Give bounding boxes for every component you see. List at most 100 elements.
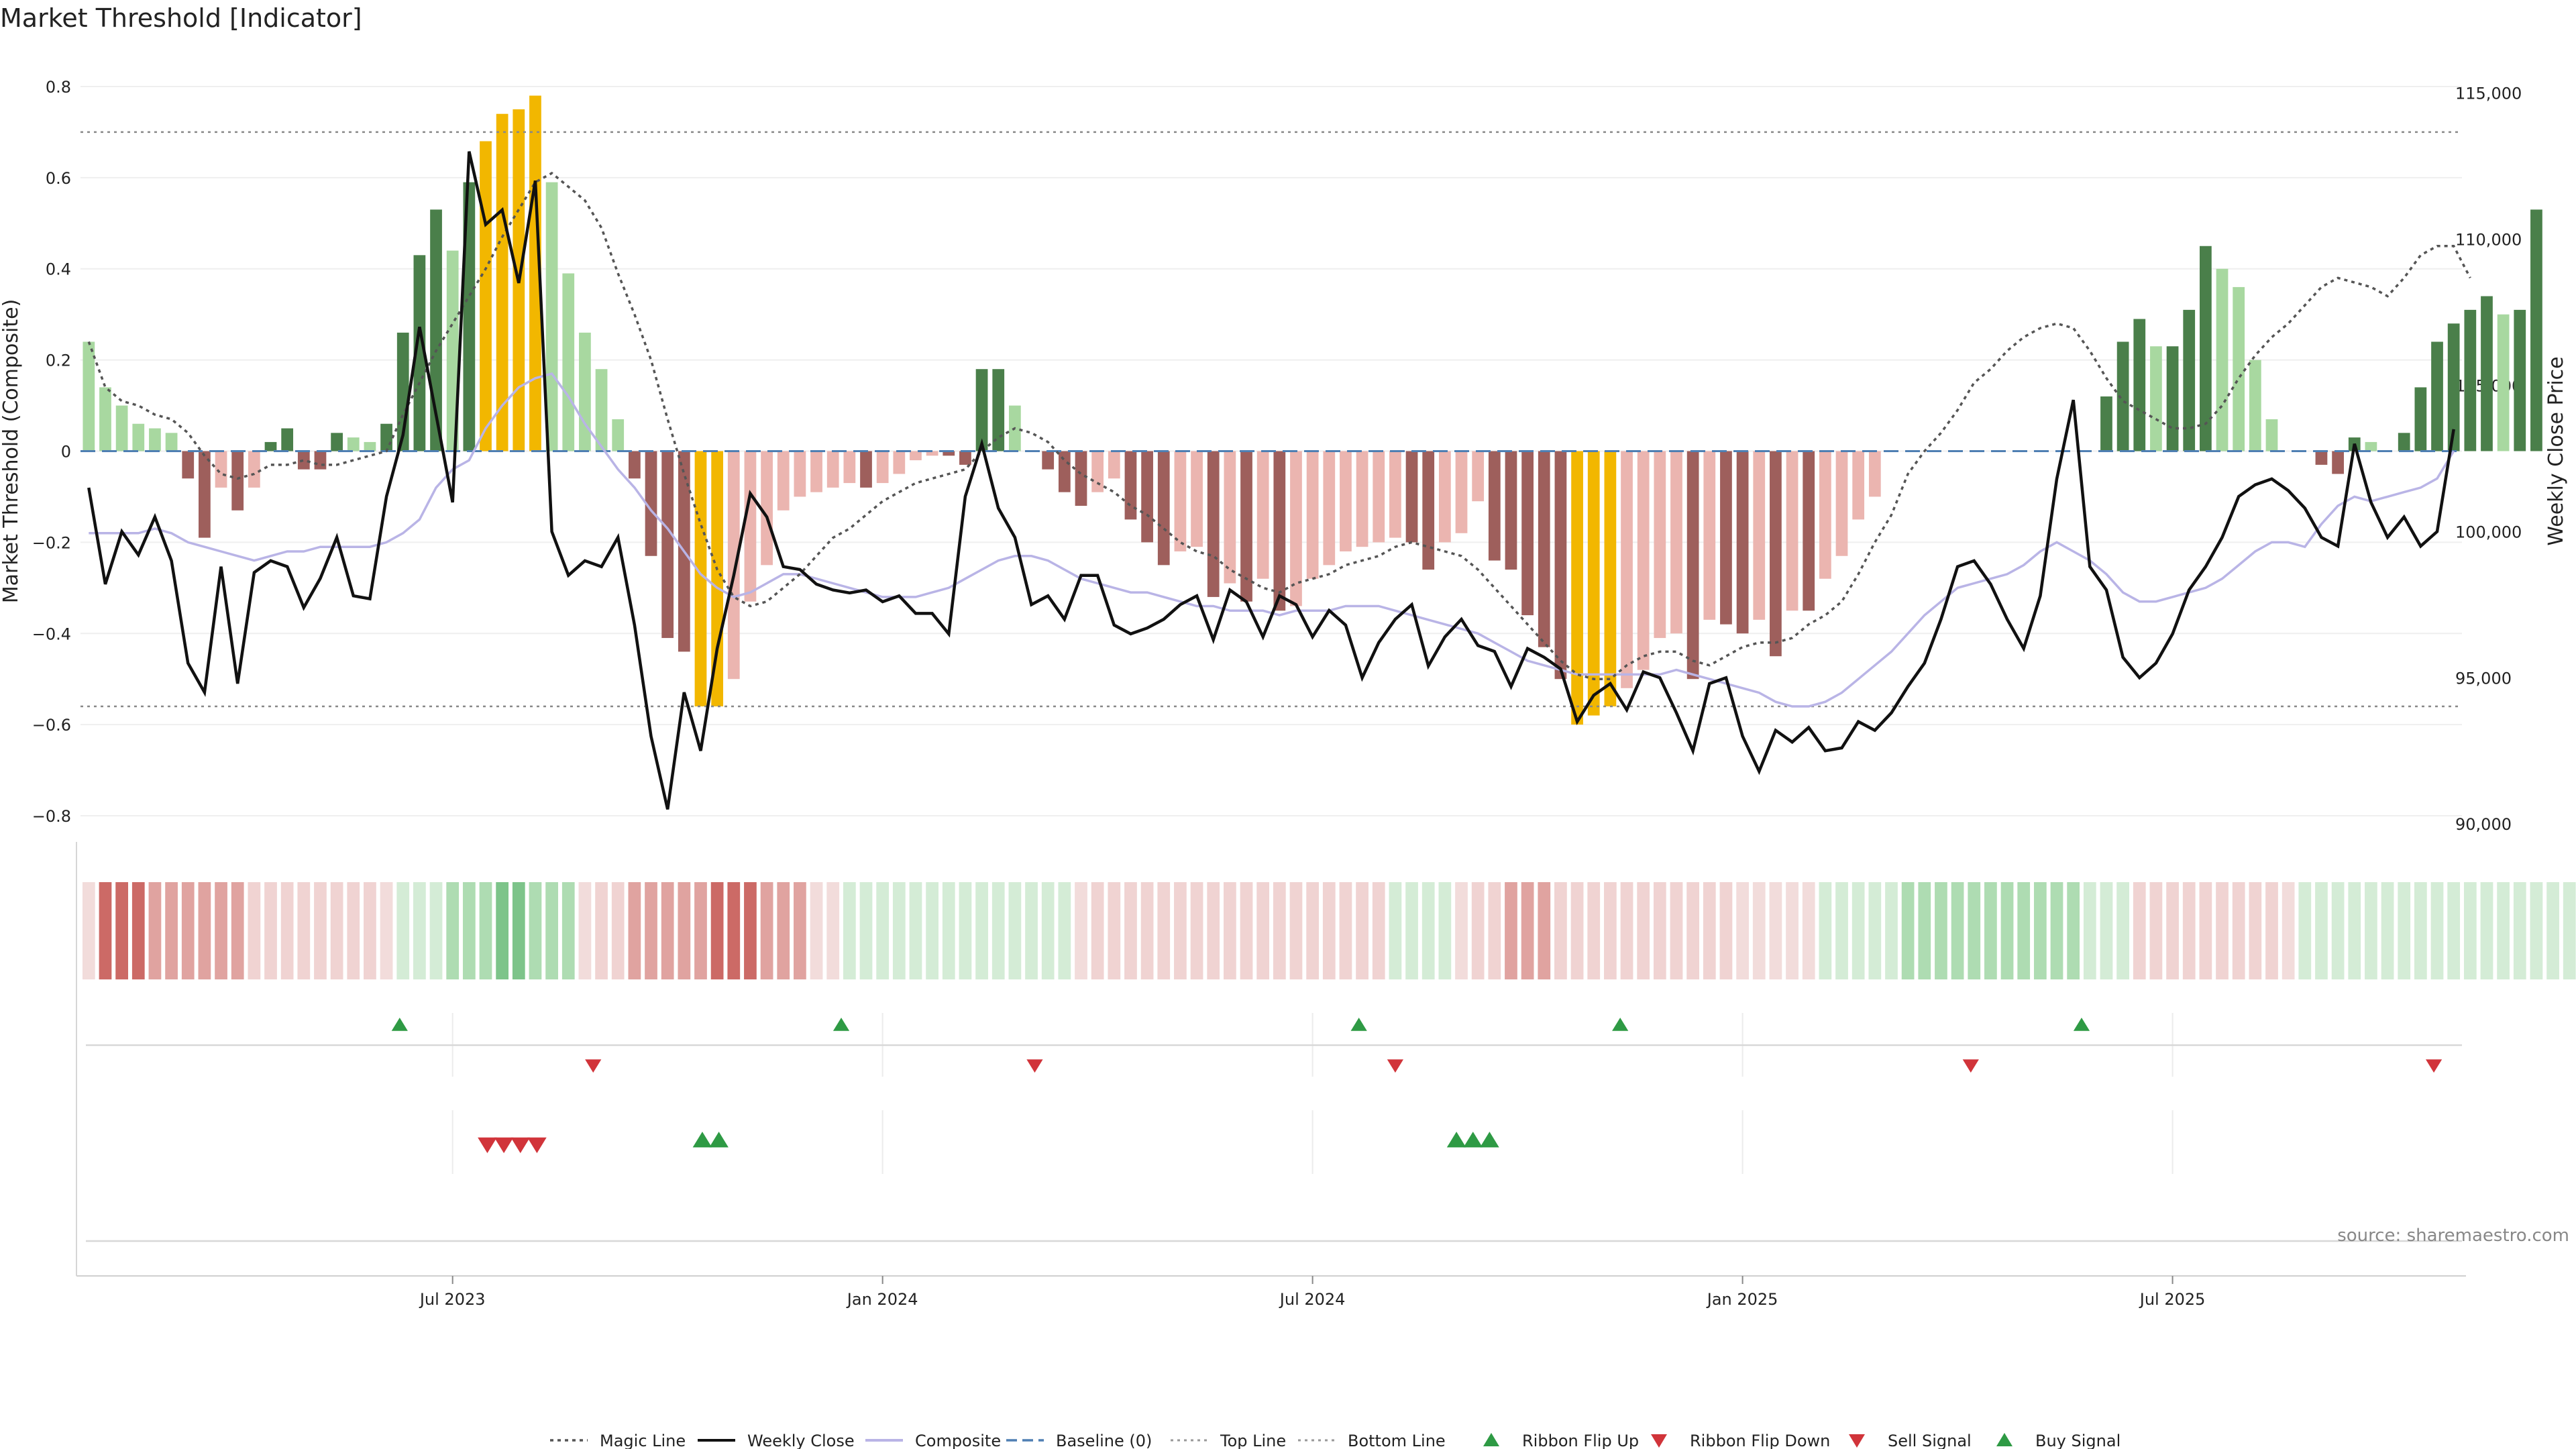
ribbon-cell [1058,882,1071,979]
ribbon-cell [2182,882,2196,979]
composite-bar [1157,451,1170,566]
ribbon-cell [380,882,393,979]
legend-triangle-down-icon [1849,1434,1865,1448]
composite-bar [83,341,95,451]
composite-bar [744,451,757,602]
composite-bar [2233,286,2245,451]
left-tick-label: 0.4 [46,260,71,279]
ribbon-cell [2216,882,2229,979]
ribbon-cell [1819,882,1832,979]
composite-bar [2365,441,2377,451]
composite-bar [1505,451,1517,570]
ribbon-cell [1174,882,1187,979]
ribbon-cell [2265,882,2278,979]
ribbon-cell [1157,882,1171,979]
composite-bar [463,182,476,451]
main-panel: 0.8 0.6 0.4 0.2 0 −0.2 −0.4 −0.6 −0.8 115,000 110,… [0,78,2568,834]
ribbon-cell [744,882,757,979]
ribbon-cell [975,882,988,979]
ribbon-cell [694,882,707,979]
right-tick-label: 90,000 [2455,815,2512,834]
composite-bar [2183,309,2196,451]
ribbon-cell [1703,882,1716,979]
composite-bar [1224,451,1236,584]
ribbon-cell [297,882,311,979]
right-tick-label: 110,000 [2455,231,2522,250]
composite-bar [612,419,625,451]
x-tick-label: Jul 2025 [2139,1290,2206,1309]
ribbon-cell [1140,882,1154,979]
legend-label: Ribbon Flip Up [1522,1432,1639,1449]
ribbon-cell [1041,882,1055,979]
x-tick-label: Jul 2023 [419,1290,486,1309]
composite-bar [215,451,227,488]
composite-bar [1835,451,1848,556]
composite-bar [2315,451,2328,465]
ribbon-cell [2381,882,2394,979]
composite-bar [1108,451,1120,479]
composite-bar [199,451,211,538]
composite-bar [910,451,922,461]
x-tick-label: Jan 2024 [846,1290,918,1309]
composite-bar [314,451,327,470]
composite-bar [1124,451,1137,520]
ribbon-cell [1372,882,1385,979]
composite-bar [1438,451,1451,543]
composite-bar [2150,346,2162,451]
composite-bar [1521,451,1534,616]
composite-bar [711,451,724,706]
composite-bar [2464,309,2477,451]
ribbon-cell [529,882,542,979]
ribbon-panel [82,882,2576,979]
ribbon-cell [611,882,625,979]
ribbon-cell [1604,882,1617,979]
composite-bar [1191,451,1203,547]
ribbon-cell [959,882,972,979]
magic-line [87,171,2471,680]
ribbon-cell [645,882,657,979]
ribbon-cell [1306,882,1319,979]
composite-bar [2497,314,2510,451]
composite-bar [132,423,145,451]
ribbon-cell [2033,882,2047,979]
ribbon-cell [843,882,856,979]
ribbon-cell [991,882,1005,979]
composite-bar [810,451,822,492]
composite-bar [1554,451,1567,680]
composite-bar [1868,451,1881,497]
sell-signal-marker [494,1137,514,1153]
ribbon-cell [1322,882,1336,979]
ribbon-cell [2430,882,2444,979]
composite-bar [496,113,508,451]
ribbon-cell [2414,882,2427,979]
composite-bar [2265,419,2278,451]
ribbon-cell [496,882,509,979]
markers-panel [86,1013,2462,1242]
composite-bar [727,451,740,680]
ribbon-cell [1570,882,1584,979]
left-tick-label: 0.6 [46,169,71,188]
ribbon-cell [1471,882,1485,979]
ribbon-cell [2365,882,2377,979]
composite-bar [1075,451,1087,506]
ribbon-flip-down-marker [2425,1059,2443,1073]
composite-bar [645,451,657,556]
composite-bar [926,451,938,456]
ribbon-cell [545,882,558,979]
composite-bar [777,451,790,511]
ribbon-cell [628,882,641,979]
ribbon-cell [2067,882,2080,979]
buy-signal-marker [1446,1132,1466,1148]
ribbon-cell [1918,882,1931,979]
composite-bar [959,451,971,465]
ribbon-cell [1885,882,1898,979]
composite-bar [1686,451,1699,680]
composite-bar [1703,451,1716,620]
sell-signal-marker [527,1137,547,1153]
legend-label: Composite [915,1432,1001,1449]
composite-bar [1770,451,1782,657]
composite-bar [1819,451,1831,579]
composite-bar [1736,451,1749,634]
composite-bar [1256,451,1269,579]
ribbon-cell [595,882,608,979]
